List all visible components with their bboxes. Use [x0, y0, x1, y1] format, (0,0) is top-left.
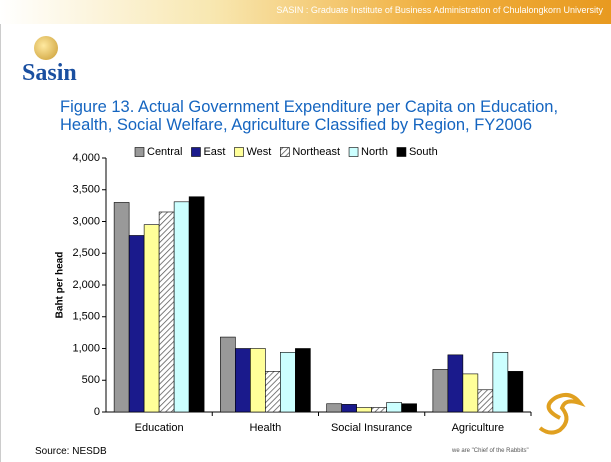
header-text: SASIN : Graduate Institute of Business A…: [276, 5, 603, 15]
bar: [401, 403, 417, 413]
legend-swatch: [191, 147, 201, 157]
legend-label: Central: [147, 146, 182, 158]
bar: [326, 403, 342, 413]
legend-swatch: [280, 147, 290, 157]
logo: Sasin: [22, 60, 77, 86]
legend-label: East: [203, 146, 225, 158]
bar: [158, 211, 175, 413]
bar: [341, 404, 357, 413]
x-tick-label: Education: [135, 422, 184, 434]
bar: [462, 373, 479, 413]
x-tick-label: Agriculture: [452, 422, 505, 434]
tagline: we are "Chief of the Rabbits": [452, 448, 529, 454]
bar: [492, 352, 509, 413]
bar: [386, 402, 402, 413]
y-tick-label: 1,500: [72, 311, 100, 323]
decor-logo: [538, 392, 586, 435]
legend-label: South: [409, 146, 438, 158]
x-tick-label: Health: [249, 422, 281, 434]
bar: [507, 371, 524, 413]
y-tick-label: 1,000: [72, 342, 100, 354]
legend-swatch: [348, 147, 359, 157]
bar: [356, 407, 372, 413]
bar: [265, 371, 281, 413]
source: Source: NESDB: [35, 446, 107, 457]
bar: [235, 348, 251, 413]
legend-label: West: [246, 146, 271, 158]
logo-emblem: [34, 36, 58, 60]
y-tick-label: 2,000: [72, 279, 100, 291]
bar: [143, 224, 160, 413]
bar: [371, 407, 387, 413]
y-axis-label: Baht per head: [55, 252, 66, 319]
legend-swatch: [234, 147, 244, 157]
bar: [477, 389, 494, 413]
chart-title: Figure 13. Actual Government Expenditure…: [60, 98, 559, 134]
y-tick-label: 4,000: [72, 152, 100, 164]
legend-label: Northeast: [292, 146, 340, 158]
y-tick-label: 3,000: [72, 215, 100, 227]
header-bar: SASIN : Graduate Institute of Business A…: [0, 0, 611, 24]
bar: [128, 235, 145, 413]
bar: [447, 354, 464, 413]
y-tick-label: 2,500: [72, 247, 100, 259]
bar: [280, 352, 296, 413]
y-tick-label: 3,500: [72, 184, 100, 196]
y-tick-label: 0: [94, 406, 100, 418]
bar: [173, 201, 190, 413]
legend-swatch: [134, 147, 145, 157]
x-tick-label: Social Insurance: [331, 422, 412, 434]
bar: [220, 336, 236, 413]
legend-swatch: [396, 147, 407, 157]
y-tick-label: 500: [82, 374, 100, 386]
bar: [113, 202, 130, 413]
bar: [295, 348, 311, 413]
legend-label: North: [361, 146, 388, 158]
bar: [250, 348, 266, 413]
bar: [432, 369, 449, 413]
bar: [188, 196, 205, 413]
